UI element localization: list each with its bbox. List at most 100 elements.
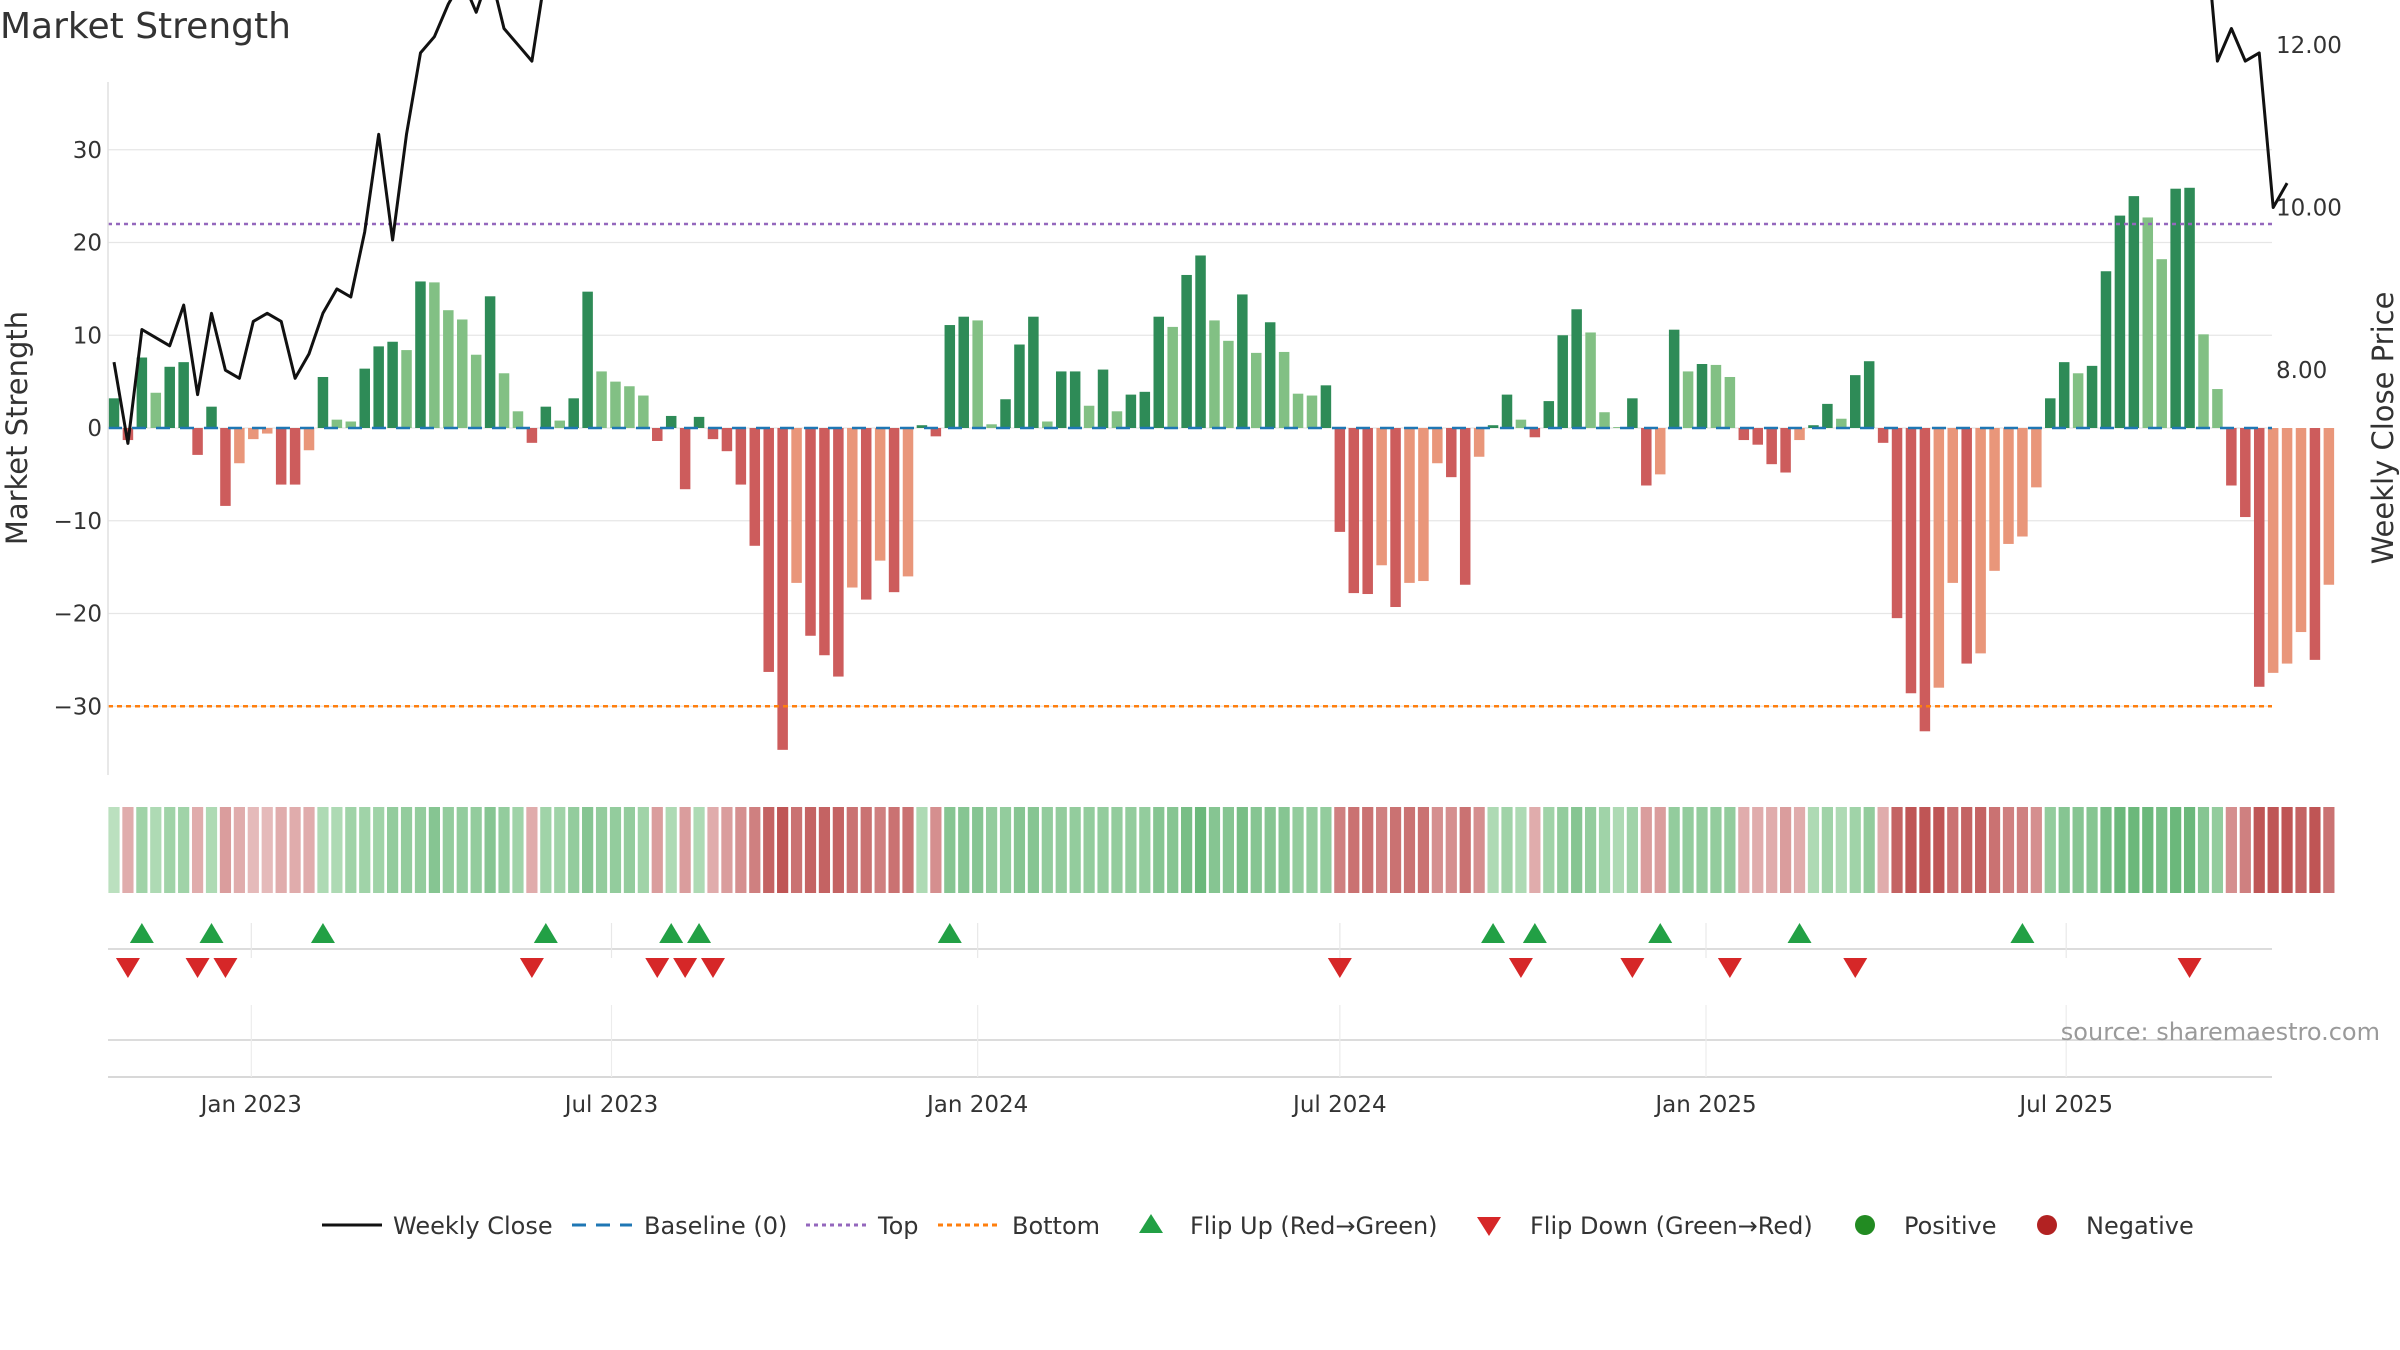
strength-bar [359,368,370,428]
x-axis: Jan 2023 Jul 2023 Jan 2024 Jul 2024 Jan 2025… [108,923,2272,1118]
regime-band [846,807,858,893]
strength-bar [833,428,844,677]
strength-bar [1766,428,1777,465]
strength-bar [2267,428,2279,673]
regime-band [1111,807,1123,893]
strength-bar [902,428,914,577]
strength-bar [986,424,997,428]
strength-bar [916,425,928,428]
strength-bar [1251,352,1262,428]
regime-band [1612,807,1625,893]
strength-bar [624,386,635,428]
regime-band [1153,807,1165,893]
strength-bar [1668,329,1680,428]
regime-band [1208,807,1221,893]
strength-bar [275,428,287,485]
regime-band [916,807,928,893]
regime-band [1557,807,1569,893]
flip-down-marker [1717,958,1742,978]
regime-band [1236,807,1248,893]
right-tick-label: 10.00 [2276,196,2342,222]
legend-label: Top [877,1212,919,1240]
strength-bar [108,398,120,428]
legend-label: Baseline (0) [644,1212,787,1240]
regime-band [428,807,440,893]
flip-down-marker [1508,958,1533,978]
strength-bar [178,362,189,428]
strength-bar [1571,309,1582,428]
regime-band [1835,807,1847,893]
regime-band [1891,807,1903,893]
regime-band [972,807,984,893]
regime-band [2170,807,2182,893]
legend-label: Flip Up (Red→Green) [1190,1212,1438,1240]
strength-bar [1153,316,1164,428]
strength-bar [1348,428,1360,594]
regime-band [735,807,747,893]
regime-band [1013,807,1026,893]
regime-band [150,807,162,893]
regime-band [2197,807,2210,893]
regime-band [999,807,1012,893]
regime-band [1222,807,1234,893]
strength-bar [652,428,663,441]
strength-bar [1125,394,1137,428]
strength-bar [735,428,747,485]
regime-band [623,807,636,893]
strength-bar [847,428,858,588]
regime-band [1654,807,1666,893]
strength-bar [749,428,761,546]
regime-band [1682,807,1694,893]
strength-bar [2198,334,2209,428]
strength-bar [192,428,203,455]
strength-bar [1836,418,1847,428]
strength-bar [2281,428,2293,664]
strength-bar [2253,428,2265,687]
regime-band [498,807,510,893]
strength-bar [2212,389,2223,428]
flip-up-marker [937,923,962,943]
regime-band [874,807,886,893]
left-tick-label: 30 [73,138,102,164]
regime-band [2002,807,2015,893]
regime-band [1905,807,1917,893]
strength-bar [2184,187,2195,428]
strength-bar [1543,401,1555,428]
strength-bar [1000,399,1011,428]
regime-band [1696,807,1708,893]
strength-bar [1752,428,1763,445]
strength-bar [2058,362,2070,428]
strength-bar [2114,215,2126,428]
regime-band [1167,807,1179,893]
regime-band [1668,807,1680,893]
flip-up-marker [199,923,224,943]
regime-band [1459,807,1471,893]
strength-bar [582,291,593,428]
regime-band [261,807,273,893]
strength-bar [1404,428,1415,583]
regime-band [1125,807,1137,893]
strength-bar [693,416,705,428]
regime-band [944,807,956,893]
regime-band [331,807,343,893]
strength-bar [303,428,315,451]
strength-bar [1139,391,1151,428]
legend-swatch [1139,1214,1163,1233]
regime-band [1933,807,1945,893]
flip-up-marker [687,923,712,943]
strength-bars [108,187,2335,750]
regime-band [2253,807,2265,893]
strength-bar [1529,428,1541,438]
strength-bar [1334,428,1346,532]
strength-bar [387,341,398,428]
strength-bar [1905,428,1917,694]
regime-band [275,807,287,893]
left-tick-label: 0 [87,416,102,442]
strength-bar [1362,428,1373,595]
strength-bar [150,392,162,428]
regime-band [1807,807,1820,893]
right-tick-label: 8.00 [2276,358,2327,384]
regime-band [1780,807,1792,893]
regime-band [763,807,775,893]
regime-band [2267,807,2279,893]
